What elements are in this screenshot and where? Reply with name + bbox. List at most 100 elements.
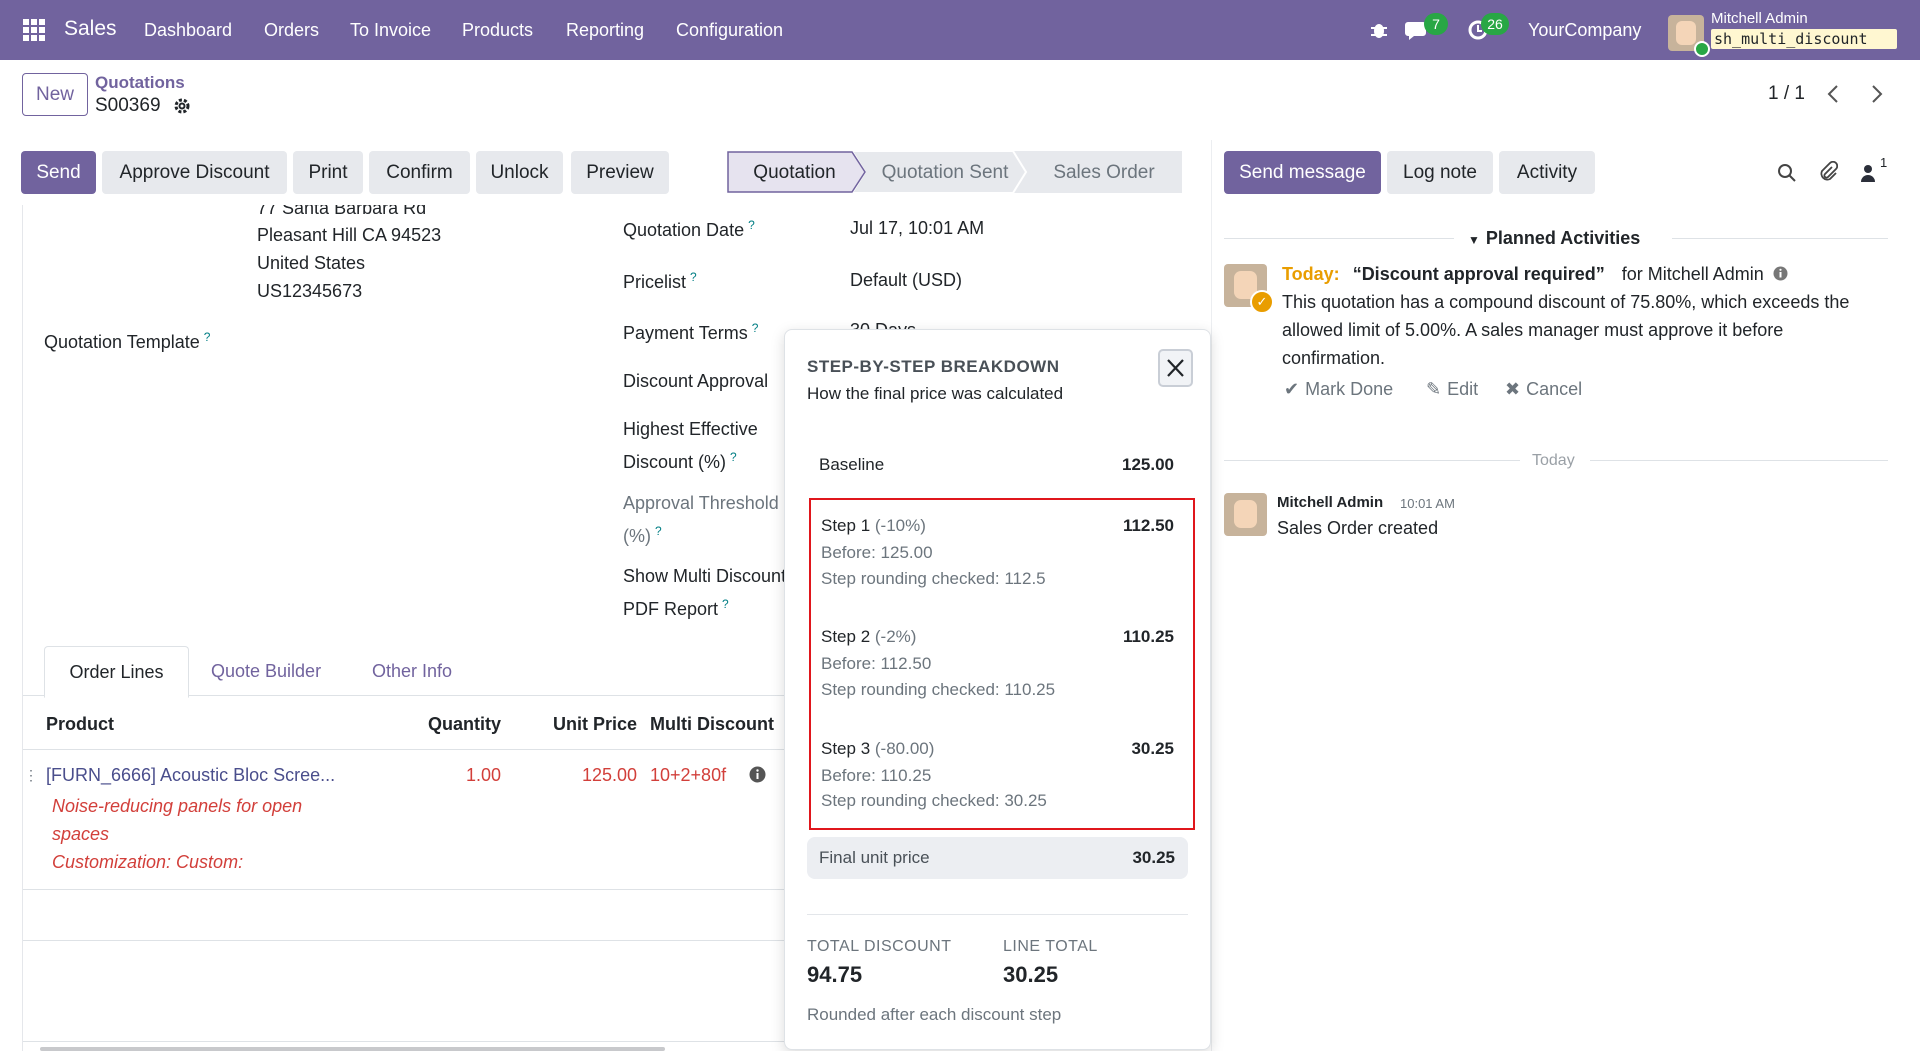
attachment-icon[interactable] xyxy=(1818,161,1838,183)
field-label: Payment Terms? xyxy=(623,317,758,344)
approve-discount-button[interactable]: Approve Discount xyxy=(102,151,287,194)
action-label: Edit xyxy=(1447,379,1479,399)
popover-note: Rounded after each discount step xyxy=(807,1005,1062,1024)
line-description: Customization: Custom: xyxy=(52,852,244,872)
tab[interactable]: Other Info xyxy=(372,661,453,681)
popover-subtitle: How the final price was calculated xyxy=(807,384,1064,403)
send-button[interactable]: Send xyxy=(21,151,96,194)
column-header[interactable]: Product xyxy=(46,714,115,734)
menu-item[interactable]: Dashboard xyxy=(144,20,233,40)
menu-item[interactable]: Configuration xyxy=(676,20,784,40)
row-divider xyxy=(22,749,784,750)
line-description: Noise-reducing panels for open xyxy=(52,796,303,816)
company-switcher[interactable]: YourCompany xyxy=(1528,20,1642,40)
step-before: Before: 112.50 xyxy=(821,654,932,673)
step-value: 30.25 xyxy=(1131,739,1174,758)
field-label: Quotation Date? xyxy=(623,214,755,241)
planned-title: Planned Activities xyxy=(1485,228,1641,248)
pager-prev[interactable] xyxy=(1826,84,1840,104)
step-title: Step 1 (-10%) xyxy=(821,516,926,536)
column-header[interactable]: Unit Price xyxy=(552,714,637,734)
activity-action[interactable]: ✖ Cancel xyxy=(1505,379,1583,399)
navbar: Sales Dashboard Orders To Invoice Produc… xyxy=(0,0,1920,60)
activity-button[interactable]: Activity xyxy=(1499,151,1595,194)
tab-active[interactable]: Order Lines xyxy=(44,646,189,698)
step-label: Step 1 xyxy=(821,516,871,535)
step-rounding: Step rounding checked: 110.25 xyxy=(821,680,1056,699)
step-detail: (-10%) xyxy=(874,516,926,535)
new-button[interactable]: New xyxy=(22,73,88,116)
help-mark[interactable]: ? xyxy=(203,330,211,344)
address-line: Pleasant Hill CA 94523 xyxy=(257,225,442,245)
label-text: Approval Threshold (%) xyxy=(623,493,779,546)
breadcrumb-parent[interactable]: Quotations xyxy=(95,73,185,92)
field-value[interactable]: Jul 17, 10:01 AM xyxy=(850,218,985,238)
status-quotation[interactable]: Quotation xyxy=(753,162,836,183)
menu-item[interactable]: To Invoice xyxy=(350,20,432,40)
activities-badge: 26 xyxy=(1481,13,1509,35)
confirm-button[interactable]: Confirm xyxy=(369,151,470,194)
unit-price-cell[interactable]: 125.00 xyxy=(581,765,637,785)
followers-icon[interactable] xyxy=(1860,164,1876,182)
action-label: Cancel xyxy=(1526,379,1583,399)
messages-icon[interactable] xyxy=(1405,19,1431,41)
row-divider xyxy=(22,940,784,941)
step-value: 112.50 xyxy=(1122,516,1174,535)
activity-action[interactable]: ✔ Mark Done xyxy=(1284,379,1394,399)
print-button[interactable]: Print xyxy=(293,151,363,194)
help-mark[interactable]: ? xyxy=(751,321,759,335)
multi-discount-cell[interactable]: 10+2+80f xyxy=(650,765,727,785)
status-quotation-sent[interactable]: Quotation Sent xyxy=(881,162,1009,183)
separator-line xyxy=(1590,460,1888,461)
app-name[interactable]: Sales xyxy=(64,17,117,40)
info-icon[interactable] xyxy=(1773,266,1788,281)
search-icon[interactable] xyxy=(1777,163,1797,183)
user-avatar[interactable] xyxy=(1668,15,1710,57)
menu-item[interactable]: Products xyxy=(462,20,534,40)
help-mark[interactable]: ? xyxy=(730,450,737,464)
steps-highlight: Step 1 (-10%) 112.50 Before: 125.00 Step… xyxy=(809,498,1195,830)
help-mark[interactable]: ? xyxy=(722,597,729,611)
separator-line xyxy=(1672,238,1888,239)
status-sales-order[interactable]: Sales Order xyxy=(1053,162,1155,183)
activity-avatar: ✓ xyxy=(1224,264,1274,314)
tab[interactable]: Quote Builder xyxy=(211,661,322,681)
column-header[interactable]: Quantity xyxy=(427,714,501,734)
send-message-button[interactable]: Send message xyxy=(1224,151,1381,194)
menu-item[interactable]: Reporting xyxy=(566,20,645,40)
drag-handle[interactable]: ⋮ xyxy=(24,767,38,783)
product-cell[interactable]: [FURN_6666] Acoustic Bloc Scree... xyxy=(46,765,336,785)
info-icon[interactable] xyxy=(749,766,766,783)
field-label: Quotation Template? xyxy=(44,326,210,353)
help-mark[interactable]: ? xyxy=(690,270,697,284)
preview-button[interactable]: Preview xyxy=(571,151,669,194)
close-icon xyxy=(1167,359,1184,377)
apps-icon[interactable] xyxy=(23,19,45,41)
baseline-label: Baseline xyxy=(819,455,885,474)
label-text: Quotation Date xyxy=(623,220,745,240)
field-value[interactable]: Default (USD) xyxy=(850,270,963,290)
quantity-cell[interactable]: 1.00 xyxy=(465,765,501,785)
field-label: Approval Threshold (%)? xyxy=(623,489,813,550)
help-mark[interactable]: ? xyxy=(748,218,755,232)
database-name: sh_multi_discount xyxy=(1711,29,1897,49)
debug-icon[interactable] xyxy=(1370,20,1388,40)
gear-icon[interactable] xyxy=(174,98,190,114)
activity-action[interactable]: ✎ Edit xyxy=(1426,379,1479,399)
date-separator: Today xyxy=(1532,452,1575,469)
unlock-button[interactable]: Unlock xyxy=(476,151,563,194)
record-name: S00369 xyxy=(95,95,161,116)
help-mark[interactable]: ? xyxy=(655,524,662,538)
field-label: Highest Effective Discount (%)? xyxy=(623,415,773,476)
column-header[interactable]: Multi Discount xyxy=(650,714,774,734)
step-rounding: Step rounding checked: 30.25 xyxy=(821,791,1047,810)
message-body: Sales Order created xyxy=(1277,518,1439,538)
message-author[interactable]: Mitchell Admin xyxy=(1277,494,1384,511)
line-description: spaces xyxy=(52,824,110,844)
pager-next[interactable] xyxy=(1870,84,1884,104)
menu-item[interactable]: Orders xyxy=(264,20,320,40)
planned-activities-toggle[interactable]: ▼ Planned Activities xyxy=(1468,228,1641,248)
log-note-button[interactable]: Log note xyxy=(1387,151,1493,194)
user-name[interactable]: Mitchell Admin xyxy=(1711,10,1808,27)
close-button[interactable] xyxy=(1158,349,1193,387)
